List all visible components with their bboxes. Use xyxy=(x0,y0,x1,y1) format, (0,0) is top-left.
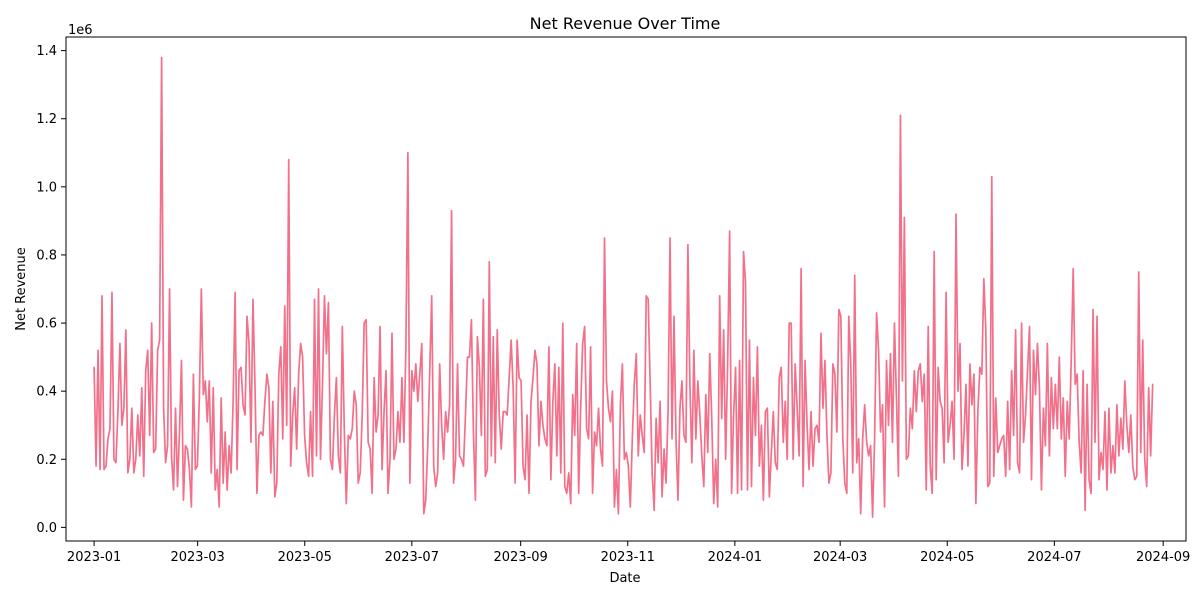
x-tick-label: 2023-01 xyxy=(67,550,121,565)
y-tick-label: 0.0 xyxy=(36,521,57,536)
x-tick-label: 2023-05 xyxy=(278,550,332,565)
y-tick-label: 1.4 xyxy=(36,44,57,59)
plot-frame xyxy=(65,36,1187,542)
y-tick-label: 0.6 xyxy=(36,317,57,332)
y-tick-label: 0.8 xyxy=(36,248,57,263)
y-tick-label: 0.2 xyxy=(36,453,57,468)
x-tick-label: 2023-03 xyxy=(170,550,224,565)
y-tick-label: 1.0 xyxy=(36,180,57,195)
y-axis-title: Net Revenue xyxy=(14,247,29,331)
x-tick-label: 2023-07 xyxy=(385,550,439,565)
plot-area xyxy=(65,36,1187,542)
y-tick-label: 1.2 xyxy=(36,112,57,127)
x-axis-title: Date xyxy=(609,571,640,586)
series-line-0 xyxy=(93,56,1154,519)
y-tick-label: 0.4 xyxy=(36,385,57,400)
series-layer xyxy=(93,56,1154,519)
x-tick-label: 2024-07 xyxy=(1027,550,1081,565)
x-tick-label: 2024-09 xyxy=(1136,550,1190,565)
y-axis: 0.0 0.2 0.4 0.6 0.8 1.0 1.2 1.4 xyxy=(36,44,66,536)
x-tick-label: 2024-01 xyxy=(708,550,762,565)
x-tick-label: 2024-05 xyxy=(920,550,974,565)
x-axis: 2023-01 2023-03 2023-05 2023-07 2023-09 2023-… xyxy=(67,541,1190,565)
y-scale-label: 1e6 xyxy=(68,23,93,38)
x-tick-label: 2024-03 xyxy=(813,550,867,565)
x-tick-label: 2023-11 xyxy=(601,550,655,565)
x-tick-label: 2023-09 xyxy=(494,550,548,565)
chart-title: Net Revenue Over Time xyxy=(530,14,721,33)
